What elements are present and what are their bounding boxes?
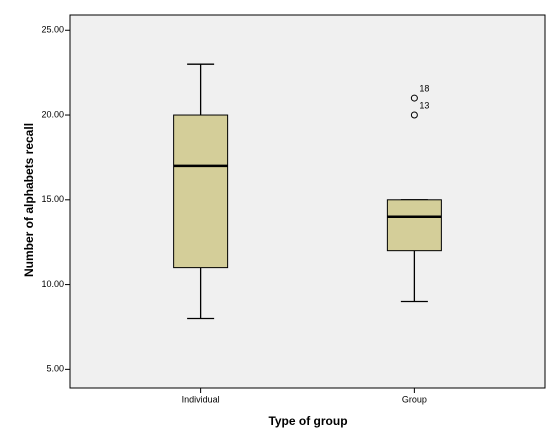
box (386, 199, 442, 252)
x-tick-label: Individual (182, 394, 220, 404)
y-tick-label: 5.00 (46, 364, 64, 374)
x-tick-label: Group (402, 394, 427, 404)
outlier (410, 111, 418, 119)
x-axis-title: Type of group (268, 414, 347, 428)
plot-area (69, 14, 546, 389)
outlier-case-label: 13 (419, 100, 429, 110)
outlier-case-label: 18 (419, 83, 429, 93)
y-tick-label: 10.00 (41, 279, 64, 289)
box (173, 114, 229, 269)
y-tick-label: 20.00 (41, 109, 64, 119)
outlier (410, 94, 418, 102)
y-tick-label: 25.00 (41, 25, 64, 35)
y-tick-label: 15.00 (41, 194, 64, 204)
y-axis-title: Number of alphabets recall (22, 123, 36, 277)
